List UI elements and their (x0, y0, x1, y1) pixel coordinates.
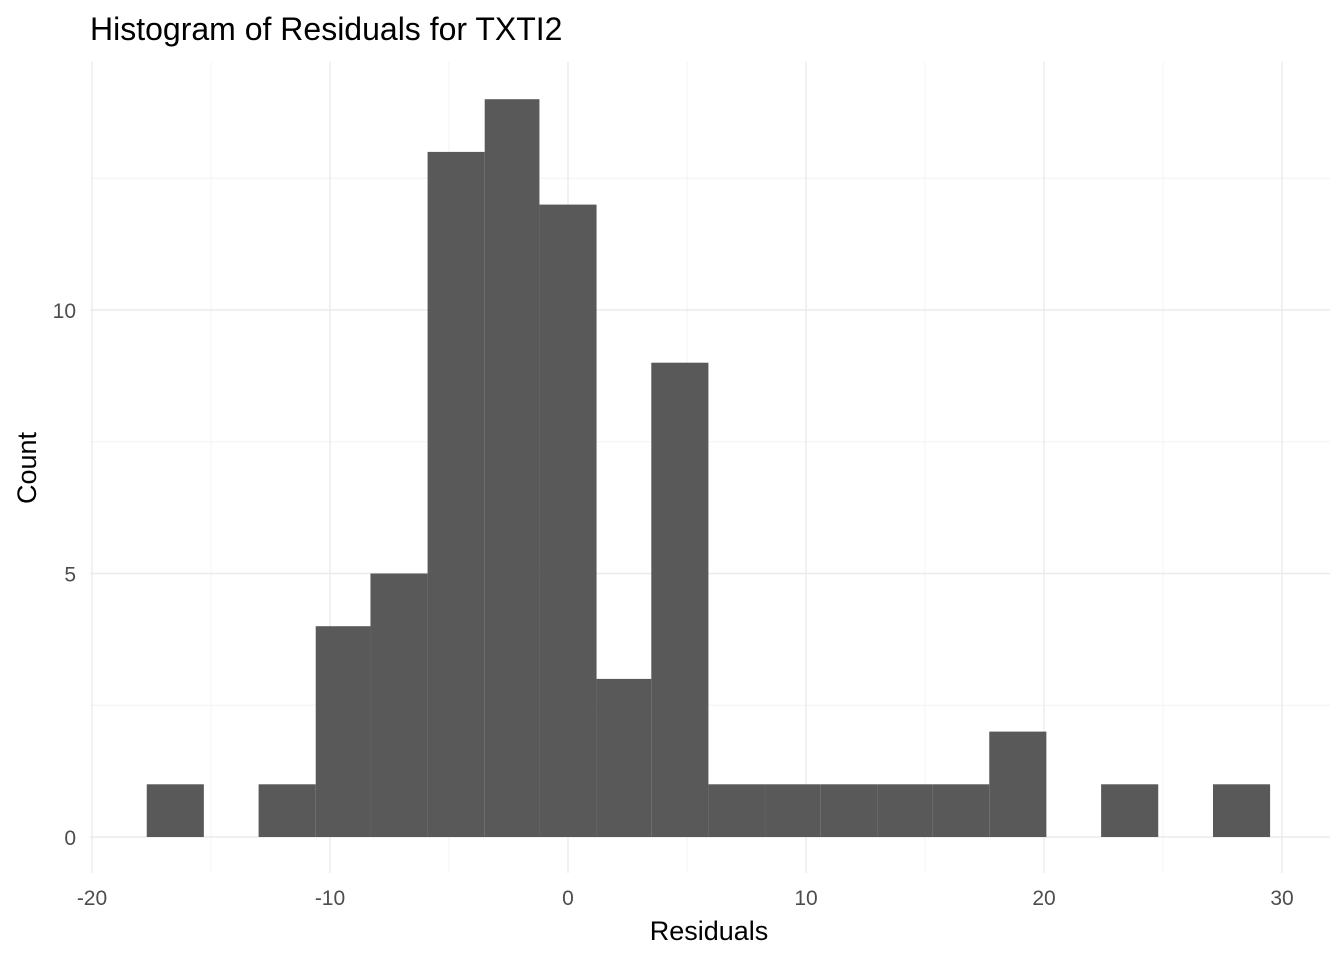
histogram-bar (258, 784, 316, 837)
x-tick-label: 30 (1270, 887, 1293, 910)
histogram-bar (1101, 784, 1159, 837)
x-tick-label: 10 (794, 887, 817, 910)
histogram-bar (596, 678, 652, 837)
histogram-bar (315, 626, 371, 837)
histogram-bar (146, 784, 204, 837)
histogram-bar (484, 99, 540, 837)
chart-title: Histogram of Residuals for TXTI2 (90, 11, 562, 47)
histogram-bars (146, 99, 1271, 838)
histogram-bar (932, 784, 990, 837)
x-tick-label: 0 (562, 887, 574, 910)
histogram-bar (539, 204, 597, 838)
y-tick-label: 5 (64, 564, 76, 587)
x-tick-label: -20 (77, 887, 107, 910)
histogram-bar (427, 151, 485, 837)
y-tick-label: 0 (64, 827, 76, 850)
x-tick-label: -10 (315, 887, 345, 910)
histogram-bar (708, 784, 766, 837)
histogram-bar (651, 362, 709, 837)
histogram-bar (370, 573, 428, 837)
y-axis-tick-labels: 0 5 10 (53, 300, 76, 850)
x-axis-title: Residuals (650, 916, 769, 946)
histogram-bar (877, 784, 933, 837)
x-tick-label: 20 (1032, 887, 1055, 910)
x-axis-tick-labels: -20 -10 0 10 20 30 (77, 887, 1294, 910)
y-axis-title: Count (12, 431, 42, 504)
histogram-bar (1212, 784, 1271, 837)
grid-lines (90, 62, 1330, 873)
histogram-bar (989, 731, 1047, 837)
histogram-bar (820, 784, 878, 837)
y-tick-label: 10 (53, 300, 76, 323)
histogram-bar (765, 784, 821, 837)
